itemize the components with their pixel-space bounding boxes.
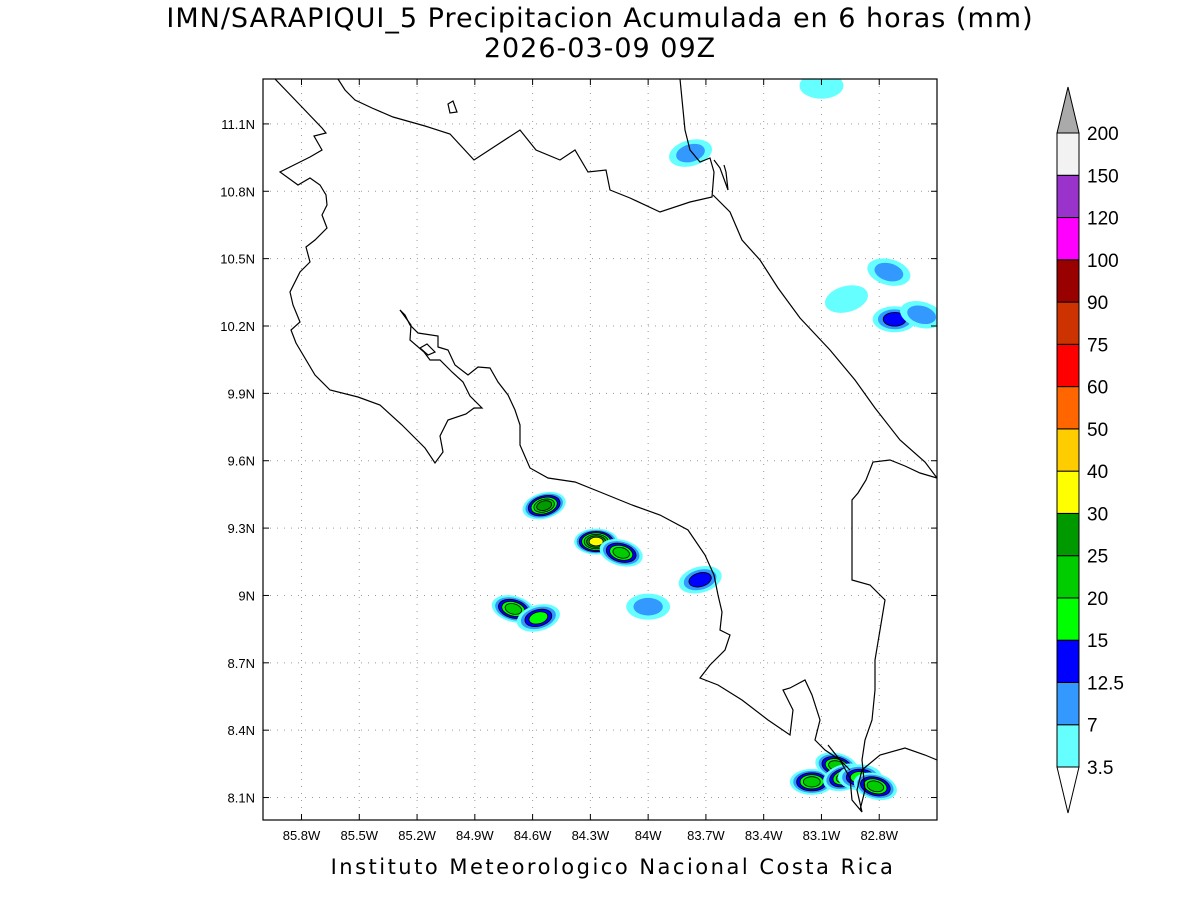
- legend-arrow-min: [1056, 766, 1080, 814]
- precip-contour: [866, 780, 885, 793]
- x-tick-label: 84.9W: [456, 828, 494, 843]
- map-title: IMN/SARAPIQUI_5 Precipitacion Acumulada …: [166, 3, 1034, 34]
- precip-cell: [867, 258, 911, 286]
- legend-level-label: 50: [1087, 420, 1108, 441]
- precip-contour: [824, 285, 869, 313]
- coastline-nicoya-gulf: [399, 309, 851, 771]
- legend-swatch: [1056, 724, 1080, 768]
- legend-swatch: [1056, 259, 1080, 303]
- plot-frame: [262, 78, 938, 821]
- institution-credit: Instituto Meteorologico Nacional Costa R…: [330, 855, 896, 879]
- legend-arrow-max: [1056, 86, 1080, 134]
- precip-cell: [516, 604, 560, 632]
- legend-swatch: [1056, 174, 1080, 219]
- coastline-burica: [827, 744, 937, 813]
- x-tick-label: 85.8W: [283, 828, 321, 843]
- legend-swatch: [1056, 639, 1080, 683]
- precip-contour: [588, 536, 604, 547]
- legend-swatch: [1056, 470, 1080, 514]
- map-valid-time: 2026-03-09 09Z: [483, 33, 717, 64]
- legend-swatch: [1056, 681, 1080, 726]
- coastline-lake-islet: [447, 100, 458, 114]
- y-tick-label: 8.7N: [228, 656, 255, 671]
- precip-cell: [522, 491, 566, 520]
- precip-cell: [799, 79, 844, 99]
- precip-contour: [799, 79, 844, 99]
- color-legend: 3.5 7 12.5 15 20 25 30 40 50 60 75 90 100 120 150 200: [1056, 86, 1124, 814]
- y-tick-label: 10.8N: [220, 184, 255, 199]
- legend-swatch: [1056, 555, 1080, 599]
- precip-cell: [872, 306, 917, 333]
- legend-level-label: 12.5: [1087, 673, 1124, 694]
- precip-contour: [907, 305, 936, 325]
- x-tick-label: 83.7W: [687, 828, 725, 843]
- coastline-caribbean: [712, 159, 937, 479]
- grid-lines: [263, 79, 937, 820]
- y-tick-label: 9N: [238, 588, 255, 603]
- precip-contour: [802, 776, 821, 788]
- x-tick-label: 84.3W: [572, 828, 610, 843]
- precip-contour: [536, 500, 552, 511]
- legend-level-label: 100: [1087, 251, 1119, 272]
- precip-cell: [678, 565, 722, 594]
- legend-level-label: 20: [1087, 589, 1108, 610]
- legend-level-label: 15: [1087, 631, 1108, 652]
- precip-cell: [626, 593, 671, 620]
- precip-contour: [874, 262, 904, 282]
- y-tick-label: 9.9N: [228, 386, 255, 401]
- border-panama: [851, 459, 937, 811]
- legend-swatch: [1056, 301, 1080, 345]
- coastline-borders: [274, 79, 937, 813]
- precip-contour: [528, 611, 549, 625]
- precip-contour: [612, 546, 630, 559]
- precip-contour: [633, 597, 663, 616]
- y-tick-label: 11.1N: [221, 117, 255, 132]
- y-tick-label: 8.4N: [228, 723, 255, 738]
- legend-swatch: [1056, 217, 1080, 261]
- x-tick-label: 84W: [635, 828, 662, 843]
- precip-cell: [789, 768, 834, 795]
- x-tick-label: 84.6W: [514, 828, 552, 843]
- precip-contour: [688, 572, 712, 588]
- legend-level-label: 7: [1087, 716, 1098, 737]
- y-tick-label: 9.3N: [228, 521, 255, 536]
- x-tick-label: 85.2W: [398, 828, 436, 843]
- x-tick-label: 83.1W: [803, 828, 841, 843]
- y-tick-label: 8.1N: [228, 791, 255, 806]
- legend-level-label: 60: [1087, 378, 1108, 399]
- axes: 85.8W 85.5W 85.2W 84.9W 84.6W 84.3W 84W 83.7W 83…: [220, 79, 937, 843]
- x-tick-label: 82.8W: [860, 828, 898, 843]
- precip-contour: [676, 143, 705, 163]
- legend-level-label: 3.5: [1087, 758, 1113, 779]
- legend-level-label: 40: [1087, 462, 1108, 483]
- legend-swatch: [1056, 386, 1080, 430]
- y-tick-label: 10.2N: [220, 319, 255, 334]
- y-tick-label: 9.6N: [228, 454, 255, 469]
- precip-cell: [599, 539, 643, 567]
- x-tick-label: 85.5W: [340, 828, 378, 843]
- legend-swatch: [1056, 512, 1080, 557]
- legend-swatch: [1056, 597, 1080, 641]
- precip-cell: [900, 300, 937, 329]
- x-tick-label: 83.4W: [745, 828, 783, 843]
- legend-level-label: 25: [1087, 547, 1108, 568]
- precip-cell: [668, 139, 713, 167]
- coastline-lake-nicaragua: [337, 79, 715, 213]
- coastline-nicaragua-north: [274, 79, 484, 465]
- legend-swatch: [1056, 343, 1080, 388]
- legend-swatch: [1056, 132, 1080, 176]
- precip-cell: [824, 285, 869, 313]
- legend-level-label: 90: [1087, 293, 1108, 314]
- legend-level-label: 30: [1087, 504, 1108, 525]
- legend-level-label: 75: [1087, 335, 1108, 356]
- y-tick-label: 10.5N: [220, 252, 255, 267]
- precip-contour: [504, 603, 522, 615]
- precipitation-field: [491, 79, 937, 801]
- legend-level-label: 200: [1087, 124, 1119, 145]
- legend-swatch: [1056, 428, 1080, 472]
- legend-level-label: 120: [1087, 209, 1119, 230]
- legend-level-label: 150: [1087, 166, 1119, 187]
- coastline-nicoya-island: [418, 343, 437, 356]
